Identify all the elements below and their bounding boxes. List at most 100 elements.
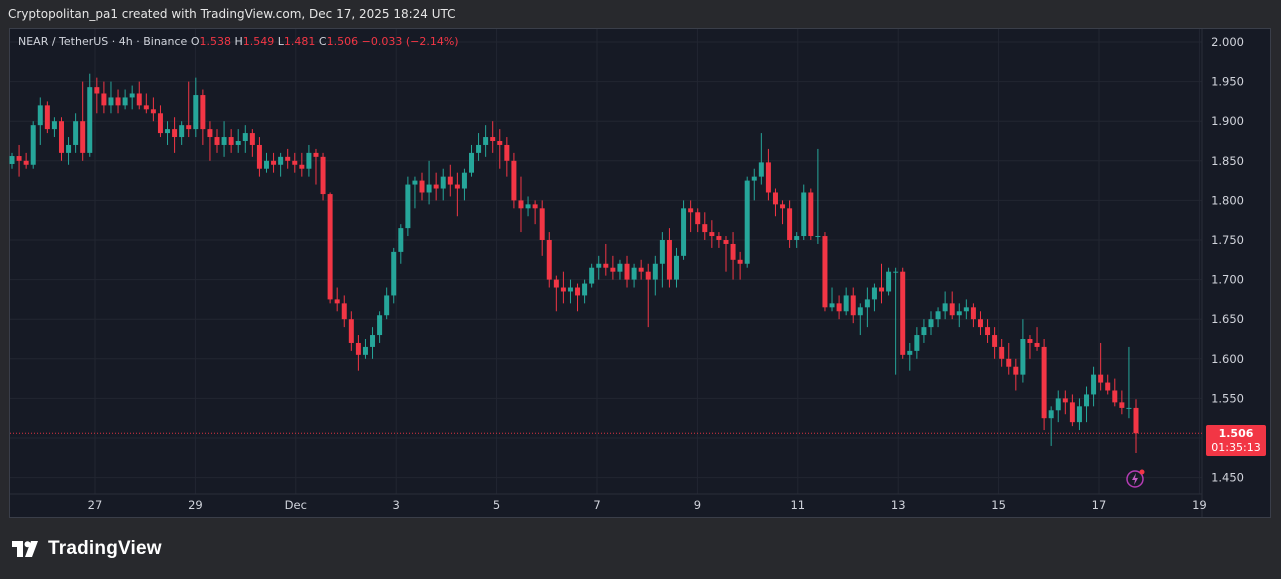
candle-body xyxy=(412,180,418,185)
y-tick-label: 1.700 xyxy=(1211,273,1244,287)
candle-body xyxy=(306,152,312,169)
candle-body xyxy=(808,192,814,237)
candle-body xyxy=(320,156,326,195)
candle-body xyxy=(603,263,609,268)
candle-body xyxy=(914,335,920,351)
candle-body xyxy=(575,287,581,296)
candle-body xyxy=(596,263,602,268)
candle-body xyxy=(271,160,277,165)
lightning-alert-icon[interactable] xyxy=(1126,469,1145,488)
candle-body xyxy=(23,160,29,165)
candle-body xyxy=(659,240,665,264)
candle-body xyxy=(1020,339,1026,375)
candle-body xyxy=(893,271,899,273)
symbol-label[interactable]: NEAR / TetherUS · 4h · Binance xyxy=(18,35,188,48)
candle-body xyxy=(546,240,552,280)
x-tick-label: Dec xyxy=(285,498,307,512)
candle-body xyxy=(1105,382,1111,391)
x-tick-label: 5 xyxy=(493,498,500,512)
candle-body xyxy=(1112,390,1118,403)
candle-body xyxy=(483,137,489,145)
candle-body xyxy=(398,228,404,252)
candle-body xyxy=(864,299,870,308)
candle-body xyxy=(9,156,15,164)
candle-body xyxy=(362,346,368,355)
last-price-value: 1.506 xyxy=(1218,427,1254,440)
candle-body xyxy=(1126,407,1132,409)
open-label: O xyxy=(190,35,200,48)
candle-body xyxy=(285,156,291,161)
candle-body xyxy=(829,303,835,308)
candle-body xyxy=(737,259,743,264)
candle-body xyxy=(1034,342,1040,347)
last-price-badge: 1.506 01:35:13 xyxy=(1206,425,1266,456)
y-tick-label: 1.750 xyxy=(1211,233,1244,247)
candle-body xyxy=(355,342,361,355)
candle-body xyxy=(497,141,503,145)
candle-body xyxy=(94,87,100,94)
candle-body xyxy=(87,87,93,153)
candle-body xyxy=(730,243,736,260)
candle-body xyxy=(511,160,517,201)
candle-body xyxy=(992,335,998,347)
candle-body xyxy=(970,307,976,320)
candle-body xyxy=(638,267,644,272)
candle-body xyxy=(985,327,991,336)
candle-body xyxy=(348,319,354,343)
candle-body xyxy=(624,263,630,280)
candle-body xyxy=(122,97,128,106)
candle-body xyxy=(900,271,906,355)
candle-body xyxy=(172,129,178,138)
candle-body xyxy=(221,137,227,145)
tradingview-brand[interactable]: TradingView xyxy=(12,538,162,560)
y-tick-label: 1.650 xyxy=(1211,312,1244,326)
candle-body xyxy=(1027,339,1033,343)
candle-body xyxy=(949,303,955,316)
candle-body xyxy=(801,192,807,237)
candle-body xyxy=(179,125,185,138)
candle-body xyxy=(617,263,623,272)
candle-body xyxy=(80,121,86,153)
candle-body xyxy=(136,93,142,106)
chart-caption: Cryptopolitan_pa1 created with TradingVi… xyxy=(8,7,456,21)
candle-body xyxy=(476,144,482,153)
candle-body xyxy=(999,346,1005,359)
candle-body xyxy=(857,307,863,316)
candle-body xyxy=(702,224,708,233)
candle-body xyxy=(377,315,383,336)
chart-panel[interactable] xyxy=(9,28,1271,518)
candle-body xyxy=(165,129,171,134)
candle-body xyxy=(242,133,248,141)
candle-body xyxy=(108,97,114,106)
candle-body xyxy=(447,176,453,185)
candle-body xyxy=(772,192,778,205)
candle-body xyxy=(1062,398,1068,403)
y-tick-label: 1.600 xyxy=(1211,352,1244,366)
candle-body xyxy=(582,283,588,296)
candle-body xyxy=(666,240,672,280)
candle-body xyxy=(794,236,800,240)
candle-body xyxy=(871,287,877,300)
candle-body xyxy=(681,208,687,256)
candle-body xyxy=(426,184,432,193)
candle-body xyxy=(1098,374,1104,383)
candle-body xyxy=(539,208,545,240)
brand-name: TradingView xyxy=(48,538,162,559)
candle-body xyxy=(66,144,72,153)
candle-body xyxy=(193,95,199,130)
open-value: 1.538 xyxy=(199,35,232,48)
candle-body xyxy=(879,287,885,292)
candle-body xyxy=(51,121,57,130)
candle-body xyxy=(610,267,616,272)
candle-body xyxy=(341,303,347,320)
candle-body xyxy=(334,299,340,304)
candle-body xyxy=(886,271,892,292)
candle-body xyxy=(200,95,206,130)
candle-body xyxy=(313,152,319,157)
candle-body xyxy=(674,255,680,280)
candle-body xyxy=(589,267,595,284)
candle-body xyxy=(235,141,241,145)
candle-body xyxy=(256,144,262,169)
candle-body xyxy=(73,121,79,145)
